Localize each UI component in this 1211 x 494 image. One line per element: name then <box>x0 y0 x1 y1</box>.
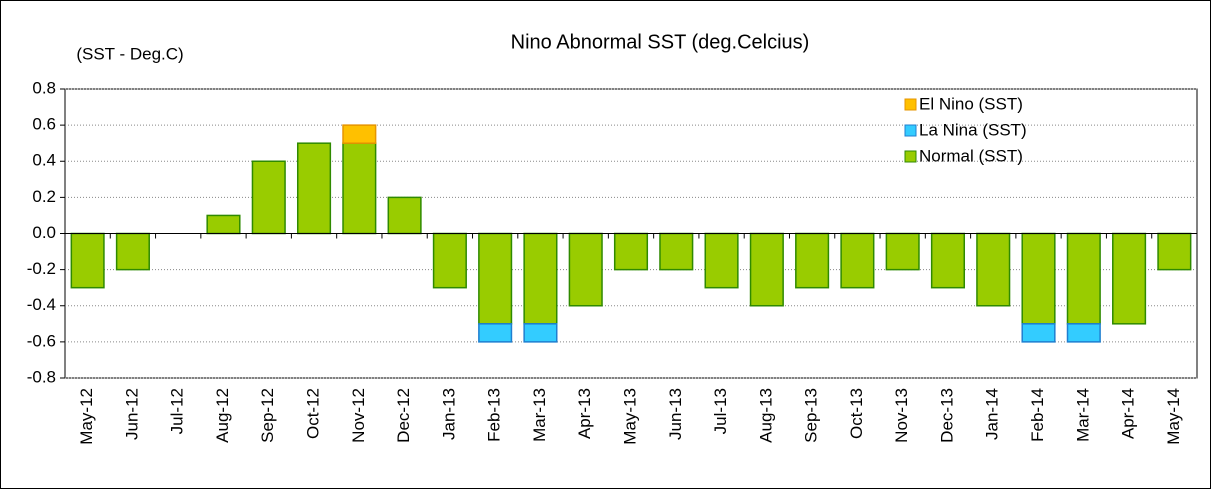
x-tick-label: Jan-13 <box>439 388 458 440</box>
bar <box>976 232 1011 307</box>
bar <box>342 124 377 144</box>
x-tick-label: Aug-13 <box>756 388 775 443</box>
x-tick-label: Mar-13 <box>530 388 549 442</box>
y-tick-label: -0.8 <box>27 367 56 386</box>
bar <box>1157 232 1192 271</box>
y-tick-label: -0.4 <box>27 295 56 314</box>
x-tick-label: Jun-13 <box>666 388 685 440</box>
bar <box>1021 232 1056 325</box>
x-tick-label: Sep-13 <box>802 388 821 443</box>
bar <box>115 232 150 271</box>
x-tick-label: May-14 <box>1164 388 1183 445</box>
bar <box>795 232 830 289</box>
bar <box>704 232 739 289</box>
bar <box>1066 323 1101 343</box>
x-tick-label: Dec-12 <box>394 388 413 443</box>
x-tick-label: Nov-12 <box>349 388 368 443</box>
x-tick-label: Aug-12 <box>213 388 232 443</box>
y-tick-label: 0.6 <box>32 115 56 134</box>
x-tick-label: Jul-13 <box>711 388 730 434</box>
bar <box>749 232 784 307</box>
bar <box>70 232 105 289</box>
x-tick-label: Apr-13 <box>575 388 594 439</box>
bar <box>432 232 467 289</box>
bar <box>659 232 694 271</box>
x-tick-label: Nov-13 <box>892 388 911 443</box>
bar <box>523 323 558 343</box>
bar <box>478 323 513 343</box>
x-tick-label: Dec-13 <box>937 388 956 443</box>
legend-swatch <box>904 150 917 163</box>
bar <box>342 142 377 235</box>
x-tick-label: Feb-13 <box>485 388 504 442</box>
bar <box>930 232 966 289</box>
x-tick-label: Jan-14 <box>983 388 1002 440</box>
bar <box>206 214 241 235</box>
legend-swatch <box>904 124 917 137</box>
y-tick-label: 0.4 <box>32 151 56 170</box>
chart-title: Nino Abnormal SST (deg.Celcius) <box>511 31 810 53</box>
bar <box>387 196 422 235</box>
x-tick-label: Jun-12 <box>122 388 141 440</box>
bar <box>478 232 513 325</box>
bar <box>885 232 920 271</box>
y-tick-label: 0.8 <box>32 78 56 97</box>
x-tick-label: Jul-12 <box>168 388 187 434</box>
bar <box>840 232 875 289</box>
bar <box>613 232 649 271</box>
bar <box>568 232 603 307</box>
legend-label: La Nina (SST) <box>919 120 1027 139</box>
bar <box>1066 232 1101 325</box>
y-tick-label: -0.6 <box>27 331 56 350</box>
x-tick-label: May-12 <box>77 388 96 445</box>
x-tick-label: Feb-14 <box>1028 388 1047 442</box>
x-tick-label: Sep-12 <box>258 388 277 443</box>
x-tick-label: May-13 <box>620 388 639 445</box>
bar <box>523 232 558 325</box>
bar <box>1112 232 1147 325</box>
legend-label: Normal (SST) <box>919 146 1023 165</box>
legend-label: El Nino (SST) <box>919 94 1023 113</box>
x-tick-label: Oct-12 <box>304 388 323 439</box>
y-tick-label: -0.2 <box>27 259 56 278</box>
bar <box>1021 323 1056 343</box>
x-tick-label: Mar-14 <box>1073 388 1092 442</box>
y-tick-label: 0.0 <box>32 223 56 242</box>
y-tick-label: 0.2 <box>32 187 56 206</box>
x-tick-label: Oct-13 <box>847 388 866 439</box>
legend-swatch <box>904 98 917 111</box>
bar <box>251 160 286 235</box>
x-tick-label: Apr-14 <box>1119 388 1138 439</box>
bar <box>296 142 332 235</box>
y-axis-label: (SST - Deg.C) <box>76 44 183 63</box>
